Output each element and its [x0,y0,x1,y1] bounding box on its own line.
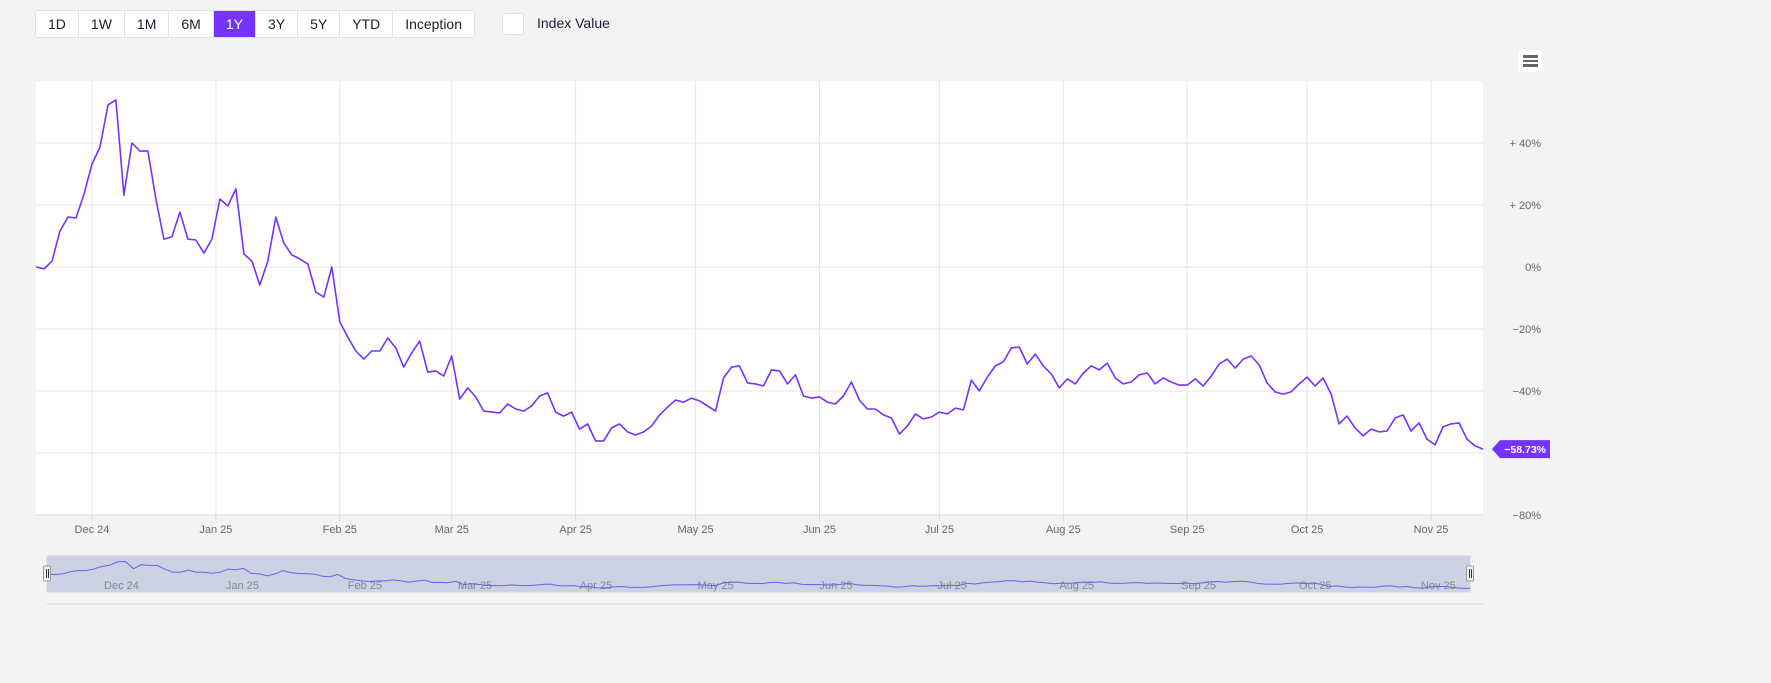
navigator-series-line [46,560,1471,589]
last-value-label: −58.73% [1504,444,1546,456]
navigator-tick-label: Dec 24 [104,580,139,592]
range-button-5y[interactable]: 5Y [298,11,341,37]
range-button-1m[interactable]: 1M [125,11,170,37]
index-value-label: Index Value [537,15,610,31]
hamburger-menu-icon[interactable] [1518,50,1542,72]
x-tick-label: May 25 [678,524,714,536]
y-tick-label: −20% [1513,324,1542,336]
x-tick-label: Oct 25 [1291,524,1323,536]
range-button-1w[interactable]: 1W [79,11,125,37]
y-tick-label: −80% [1513,510,1542,522]
navigator-tick-label: Mar 25 [458,580,492,592]
x-tick-label: Nov 25 [1414,524,1449,536]
x-tick-label: Feb 25 [323,524,357,536]
x-tick-label: Sep 25 [1170,524,1205,536]
range-button-1d[interactable]: 1D [36,11,79,37]
navigator-tick-label: Jan 25 [226,580,259,592]
navigator-tick-label: Jun 25 [819,580,852,592]
x-tick-label: Jan 25 [199,524,232,536]
x-tick-label: Jul 25 [925,524,954,536]
plot-area [36,81,1483,515]
navigator-tick-label: Nov 25 [1421,580,1456,592]
navigator-tick-label: Apr 25 [580,580,612,592]
y-tick-label: 0% [1525,262,1541,274]
y-tick-label: + 40% [1510,138,1542,150]
range-button-1y[interactable]: 1Y [213,11,256,37]
x-tick-label: Jun 25 [803,524,836,536]
navigator-tick-label: Feb 25 [348,580,382,592]
index-value-checkbox[interactable] [502,13,524,35]
range-button-6m[interactable]: 6M [169,11,214,37]
range-button-ytd[interactable]: YTD [340,11,394,37]
last-value-badge [1492,440,1550,459]
x-tick-label: Mar 25 [435,524,469,536]
range-button-inception[interactable]: Inception [405,16,463,32]
x-tick-label: Dec 24 [75,524,110,536]
y-tick-label: + 20% [1510,200,1542,212]
series-line [35,99,1484,450]
range-button-3y[interactable]: 3Y [256,11,299,37]
navigator-tick-label: Jul 25 [937,580,966,592]
range-selector: 1D 1W 1M 6M 1Y 3Y 5Y YTD Inception [35,10,476,38]
x-tick-label: Apr 25 [559,524,591,536]
y-tick-label: −40% [1513,386,1542,398]
x-tick-label: Aug 25 [1046,524,1081,536]
